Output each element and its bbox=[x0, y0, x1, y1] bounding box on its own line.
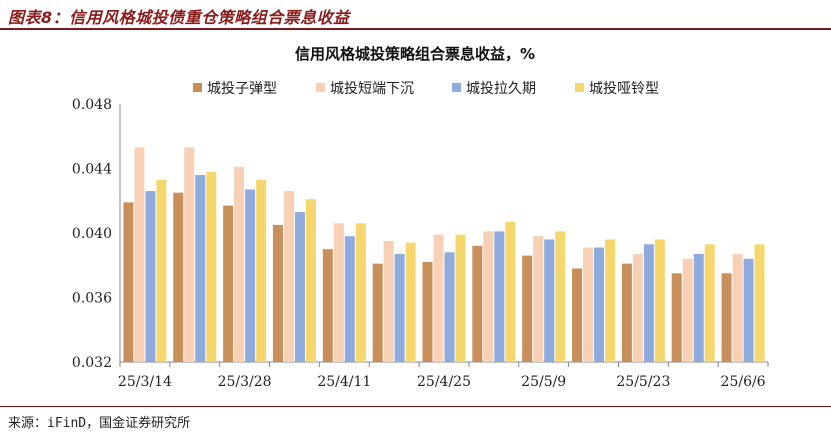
bar bbox=[754, 244, 765, 362]
bar bbox=[394, 253, 405, 362]
bar bbox=[505, 221, 516, 362]
bar bbox=[283, 191, 294, 362]
bar bbox=[145, 191, 156, 362]
legend-swatch bbox=[193, 83, 202, 92]
axes: 0.032 0.036 0.040 0.044 0.048 25/3/14 25/3/28 2… bbox=[72, 97, 769, 390]
bar bbox=[455, 234, 466, 362]
x-tick-label: 25/3/28 bbox=[218, 374, 272, 390]
bar bbox=[322, 249, 333, 362]
bar bbox=[671, 273, 682, 362]
bar bbox=[123, 202, 134, 362]
legend-label: 城投短端下沉 bbox=[330, 81, 414, 97]
bar bbox=[743, 258, 754, 362]
x-tick-label: 25/6/6 bbox=[721, 374, 766, 390]
legend-swatch bbox=[452, 83, 461, 92]
title-divider bbox=[0, 28, 831, 30]
bar bbox=[433, 234, 444, 362]
bar bbox=[405, 242, 416, 362]
bar bbox=[732, 253, 743, 362]
bar bbox=[333, 223, 344, 362]
bar bbox=[234, 166, 245, 362]
y-tick-label: 0.040 bbox=[72, 226, 112, 242]
legend-label: 城投子弹型 bbox=[207, 81, 277, 97]
bar bbox=[621, 263, 632, 362]
bar-chart: 信用风格城投策略组合票息收益，% 城投子弹型 城投短端下沉 城投拉久期 城投哑铃型 0… bbox=[72, 45, 769, 390]
bar bbox=[555, 231, 566, 362]
bar bbox=[245, 189, 256, 362]
source-note: 来源：iFinD，国金证券研究所 bbox=[8, 416, 191, 431]
bar bbox=[305, 199, 316, 362]
bar bbox=[682, 258, 693, 362]
x-tick-label: 25/4/25 bbox=[417, 374, 471, 390]
bar bbox=[483, 231, 494, 362]
bar bbox=[134, 147, 145, 362]
bar bbox=[344, 236, 355, 362]
y-tick-label: 0.032 bbox=[72, 355, 112, 371]
figure-title: 图表8：信用风格城投债重仓策略组合票息收益 bbox=[8, 8, 350, 27]
bar bbox=[583, 247, 594, 362]
bar bbox=[704, 244, 715, 362]
bar bbox=[156, 179, 167, 362]
bar bbox=[693, 253, 704, 362]
bar bbox=[654, 239, 665, 362]
bar bbox=[572, 268, 583, 362]
bar bbox=[256, 179, 267, 362]
x-tick-label: 25/3/14 bbox=[118, 374, 172, 390]
legend-swatch bbox=[316, 83, 325, 92]
bar bbox=[494, 231, 505, 362]
y-tick-label: 0.048 bbox=[72, 97, 112, 113]
x-tick-label: 25/4/11 bbox=[317, 374, 371, 390]
legend-swatch bbox=[575, 83, 584, 92]
bar bbox=[383, 241, 394, 362]
bar bbox=[472, 245, 483, 362]
bar bbox=[422, 262, 433, 362]
bar bbox=[643, 244, 654, 362]
y-tick-label: 0.036 bbox=[72, 291, 112, 307]
bar bbox=[223, 205, 234, 362]
bar bbox=[372, 263, 383, 362]
bar bbox=[355, 223, 366, 362]
bar bbox=[632, 253, 643, 362]
y-tick-label: 0.044 bbox=[72, 162, 112, 178]
bar bbox=[206, 171, 217, 362]
legend-label: 城投哑铃型 bbox=[589, 81, 659, 97]
bar bbox=[272, 224, 283, 362]
bar bbox=[444, 252, 455, 362]
bars bbox=[123, 147, 765, 362]
bar bbox=[533, 236, 544, 362]
x-tick-label: 25/5/9 bbox=[521, 374, 566, 390]
legend-label: 城投拉久期 bbox=[466, 81, 536, 97]
chart-title: 信用风格城投策略组合票息收益，% bbox=[295, 45, 535, 63]
bar bbox=[294, 212, 305, 362]
bar bbox=[721, 273, 732, 362]
legend: 城投子弹型 城投短端下沉 城投拉久期 城投哑铃型 bbox=[193, 81, 659, 97]
bar bbox=[605, 239, 616, 362]
bar bbox=[594, 247, 605, 362]
bar bbox=[195, 174, 206, 362]
bar bbox=[173, 192, 184, 362]
bar bbox=[522, 255, 533, 362]
bar bbox=[184, 147, 195, 362]
x-tick-label: 25/5/23 bbox=[616, 374, 670, 390]
source-divider bbox=[0, 406, 831, 407]
bar bbox=[544, 239, 555, 362]
